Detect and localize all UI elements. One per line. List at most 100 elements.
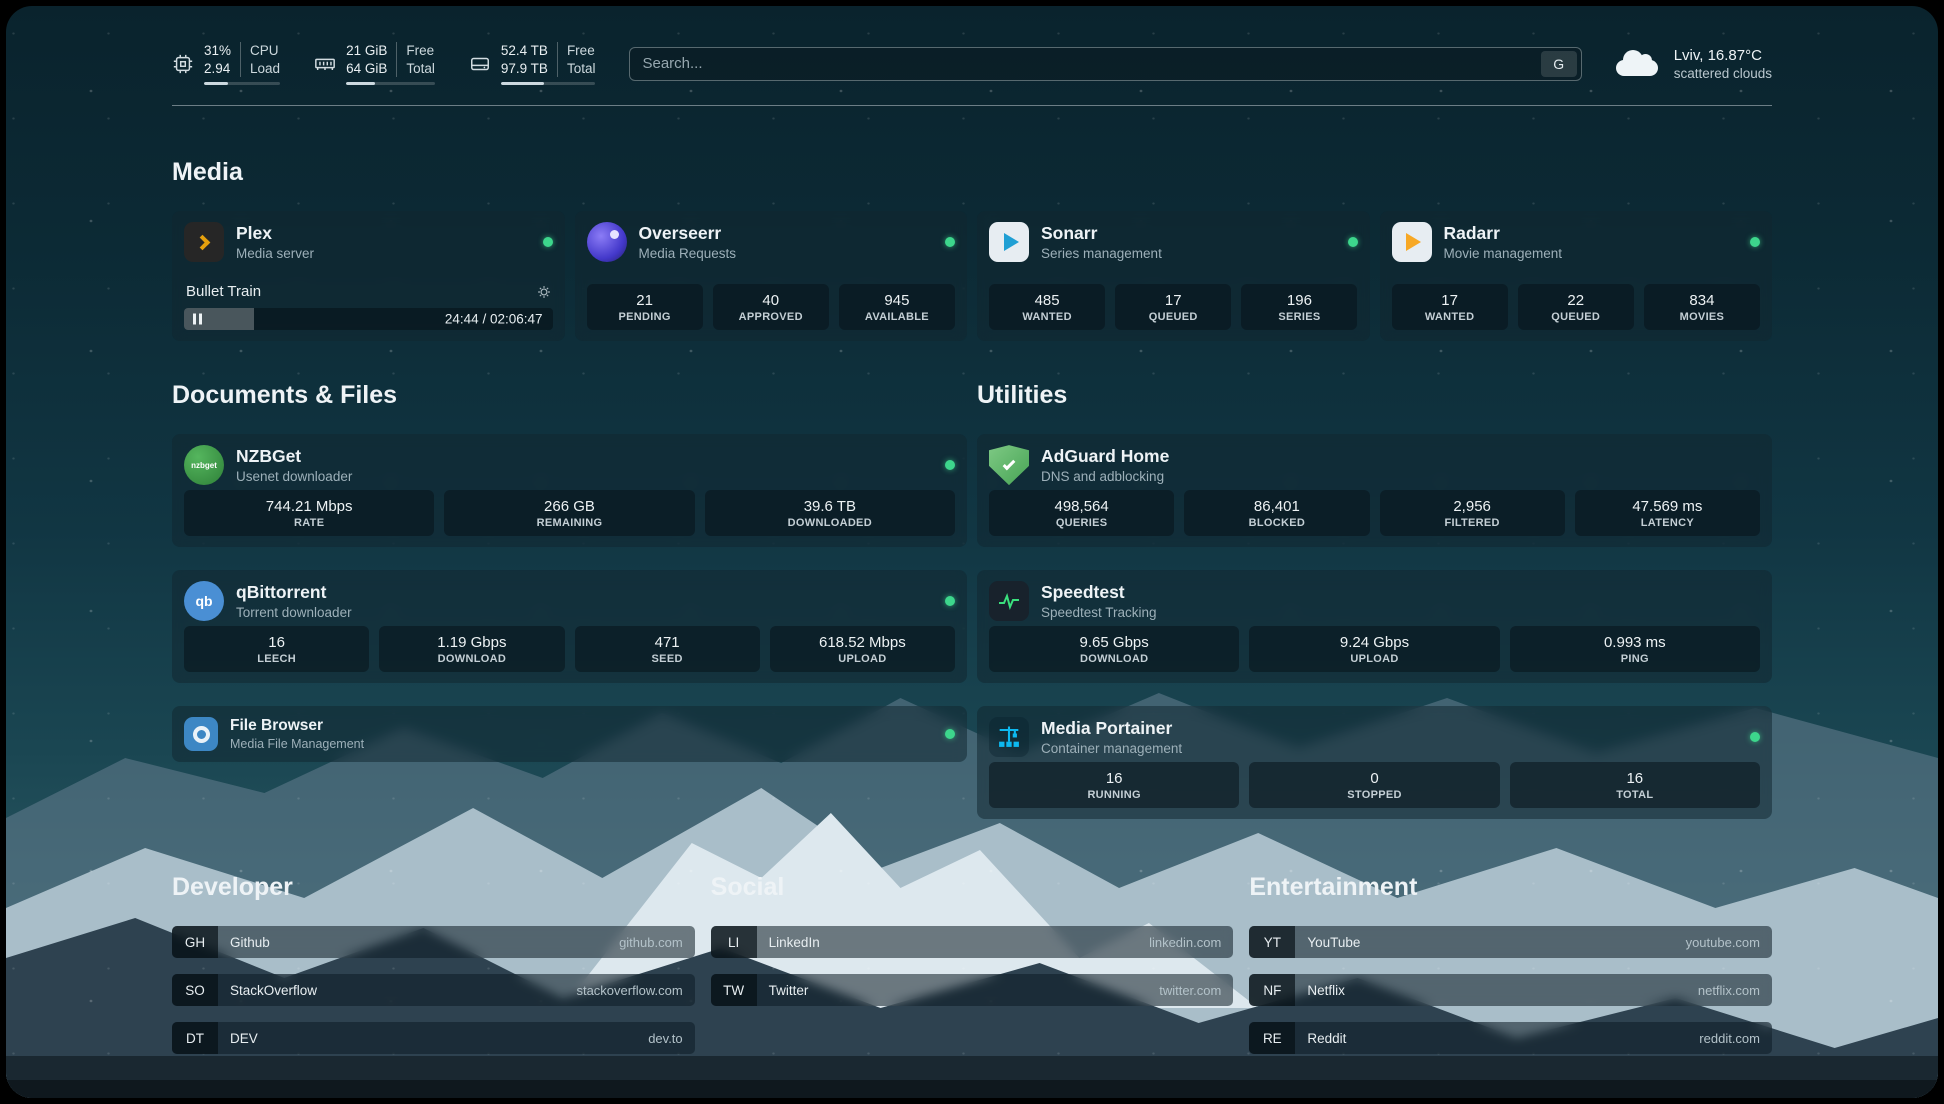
service-card-overseerr[interactable]: Overseerr Media Requests 21 PENDING 40 A… (574, 211, 967, 342)
disk-total-value: 97.9 TB (500, 60, 548, 76)
service-name: Sonarr (1041, 223, 1098, 244)
service-card-radarr[interactable]: Radarr Movie management 17 WANTED 22 QUE… (1379, 211, 1772, 342)
stat-label: MOVIES (1679, 310, 1725, 323)
stat-box: 16 TOTAL (1509, 762, 1760, 809)
stat-box: 9.24 Gbps UPLOAD (1249, 626, 1500, 673)
service-stats: 498,564 QUERIES 86,401 BLOCKED 2,956 FIL… (989, 490, 1760, 537)
service-description: Movie management (1443, 246, 1563, 262)
settings-gear-icon[interactable] (537, 285, 551, 299)
stat-value: 0 (1370, 769, 1379, 787)
free-label: Free (406, 43, 435, 58)
qbittorrent-icon: qb (184, 581, 224, 622)
stat-box: 86,401 BLOCKED (1184, 490, 1370, 537)
service-card-filebrowser[interactable]: File Browser Media File Management (172, 706, 967, 763)
service-description: Torrent downloader (236, 605, 352, 621)
bookmark-netflix[interactable]: NF Netflix netflix.com (1249, 974, 1772, 1007)
status-dot (1347, 237, 1358, 248)
stat-value: 945 (884, 291, 910, 309)
stat-value: 86,401 (1253, 497, 1300, 515)
section-utilities: Utilities AdGuard Home DNS and adblockin… (977, 381, 1772, 820)
service-stats: 16 RUNNING 0 STOPPED 16 TOTAL (989, 762, 1760, 809)
filebrowser-icon (184, 717, 218, 752)
stat-box: 16 RUNNING (989, 762, 1240, 809)
stat-value: 2,956 (1453, 497, 1491, 515)
stat-value: 1.19 Gbps (437, 633, 507, 651)
section-title-developer: Developer (172, 873, 293, 902)
cpu-icon (172, 53, 194, 75)
memory-total-value: 64 GiB (346, 60, 388, 76)
stat-label: WANTED (1424, 310, 1475, 323)
bookmark-name: StackOverflow (230, 982, 318, 998)
stat-box: 21 PENDING (586, 284, 703, 331)
memory-widget: 21 GiB 64 GiB Free Total (314, 42, 435, 86)
service-card-portainer[interactable]: Media Portainer Container management 16 … (977, 706, 1772, 820)
section-social: Social LI LinkedIn linkedin.com TW Twitt… (710, 873, 1234, 1054)
service-card-sonarr[interactable]: Sonarr Series management 485 WANTED 17 Q… (977, 211, 1370, 342)
bookmark-url: reddit.com (1699, 1030, 1760, 1046)
service-card-qbittorrent[interactable]: qb qBittorrent Torrent downloader 16 LEE… (172, 570, 967, 684)
bookmark-name: Netflix (1307, 982, 1345, 998)
bookmark-name: Reddit (1307, 1030, 1347, 1046)
service-card-nzbget[interactable]: nzbget NZBGet Usenet downloader 744.21 M… (172, 434, 967, 548)
bookmark-url: dev.to (648, 1030, 683, 1046)
load-label: Load (250, 60, 281, 76)
stat-label: REMAINING (536, 516, 603, 529)
stat-label: QUERIES (1055, 516, 1108, 529)
snow-specks (6, 6, 1938, 1098)
stat-box: 834 MOVIES (1643, 284, 1760, 331)
pause-icon[interactable] (193, 313, 202, 325)
stat-box: 47.569 ms LATENCY (1574, 490, 1760, 537)
bookmark-abbr: NF (1249, 974, 1296, 1007)
stat-value: 47.569 ms (1632, 497, 1703, 515)
stat-label: QUEUED (1551, 310, 1601, 323)
stat-box: 0 STOPPED (1249, 762, 1500, 809)
status-dot (945, 596, 955, 607)
playback-time: 24:44 / 02:06:47 (444, 311, 543, 327)
service-card-speedtest[interactable]: Speedtest Speedtest Tracking 9.65 Gbps D… (977, 570, 1772, 684)
playback-progress-bar[interactable]: 24:44 / 02:06:47 (184, 308, 553, 331)
section-entertainment: Entertainment YT YouTube youtube.com NF … (1249, 873, 1772, 1055)
bookmark-url: linkedin.com (1149, 934, 1222, 950)
stat-label: LEECH (257, 652, 297, 665)
service-description: Media Requests (638, 246, 737, 262)
bookmark-url: stackoverflow.com (576, 982, 683, 998)
stat-box: 22 QUEUED (1517, 284, 1634, 331)
bookmark-dev[interactable]: DT DEV dev.to (172, 1022, 695, 1055)
stat-value: 16 (268, 633, 285, 651)
stat-value: 618.52 Mbps (819, 633, 906, 651)
section-developer: Developer GH Github github.com SO StackO… (172, 873, 695, 1055)
service-description: Media server (236, 246, 315, 262)
section-title-documents: Documents & Files (172, 381, 398, 410)
bookmark-linkedin[interactable]: LI LinkedIn linkedin.com (710, 926, 1234, 959)
service-description: Speedtest Tracking (1041, 605, 1157, 621)
bookmark-twitter[interactable]: TW Twitter twitter.com (710, 974, 1234, 1007)
service-name: qBittorrent (236, 582, 327, 603)
service-name: Overseerr (638, 223, 722, 244)
bookmark-url: youtube.com (1685, 934, 1760, 950)
search-provider-button[interactable]: G (1540, 50, 1577, 77)
stat-label: LATENCY (1640, 516, 1694, 529)
stat-value: 22 (1567, 291, 1585, 309)
free-label: Free (566, 43, 595, 58)
status-dot (1750, 237, 1760, 248)
stat-value: 9.24 Gbps (1339, 633, 1410, 651)
stat-label: RATE (294, 516, 325, 529)
service-name: Media Portainer (1041, 718, 1173, 739)
service-stats: 9.65 Gbps DOWNLOAD 9.24 Gbps UPLOAD 0.99… (989, 626, 1760, 673)
bookmark-stackoverflow[interactable]: SO StackOverflow stackoverflow.com (172, 974, 695, 1007)
memory-free-value: 21 GiB (346, 43, 388, 58)
cpu-widget: 31% 2.94 CPU Load (172, 42, 281, 86)
bookmark-youtube[interactable]: YT YouTube youtube.com (1249, 926, 1772, 959)
service-name: Speedtest (1041, 582, 1125, 603)
memory-progress-bar (346, 82, 435, 86)
disk-progress-bar (500, 82, 596, 86)
service-card-adguard[interactable]: AdGuard Home DNS and adblocking 498,564 … (977, 434, 1772, 548)
stat-value: 16 (1105, 769, 1123, 787)
service-card-plex[interactable]: Plex Media server Bullet Train (172, 211, 565, 342)
stat-label: TOTAL (1616, 788, 1654, 801)
search-input[interactable] (630, 55, 1541, 73)
stat-value: 744.21 Mbps (265, 497, 353, 515)
bookmark-reddit[interactable]: RE Reddit reddit.com (1249, 1022, 1772, 1055)
stat-label: AVAILABLE (864, 310, 929, 323)
bookmark-github[interactable]: GH Github github.com (172, 926, 695, 959)
